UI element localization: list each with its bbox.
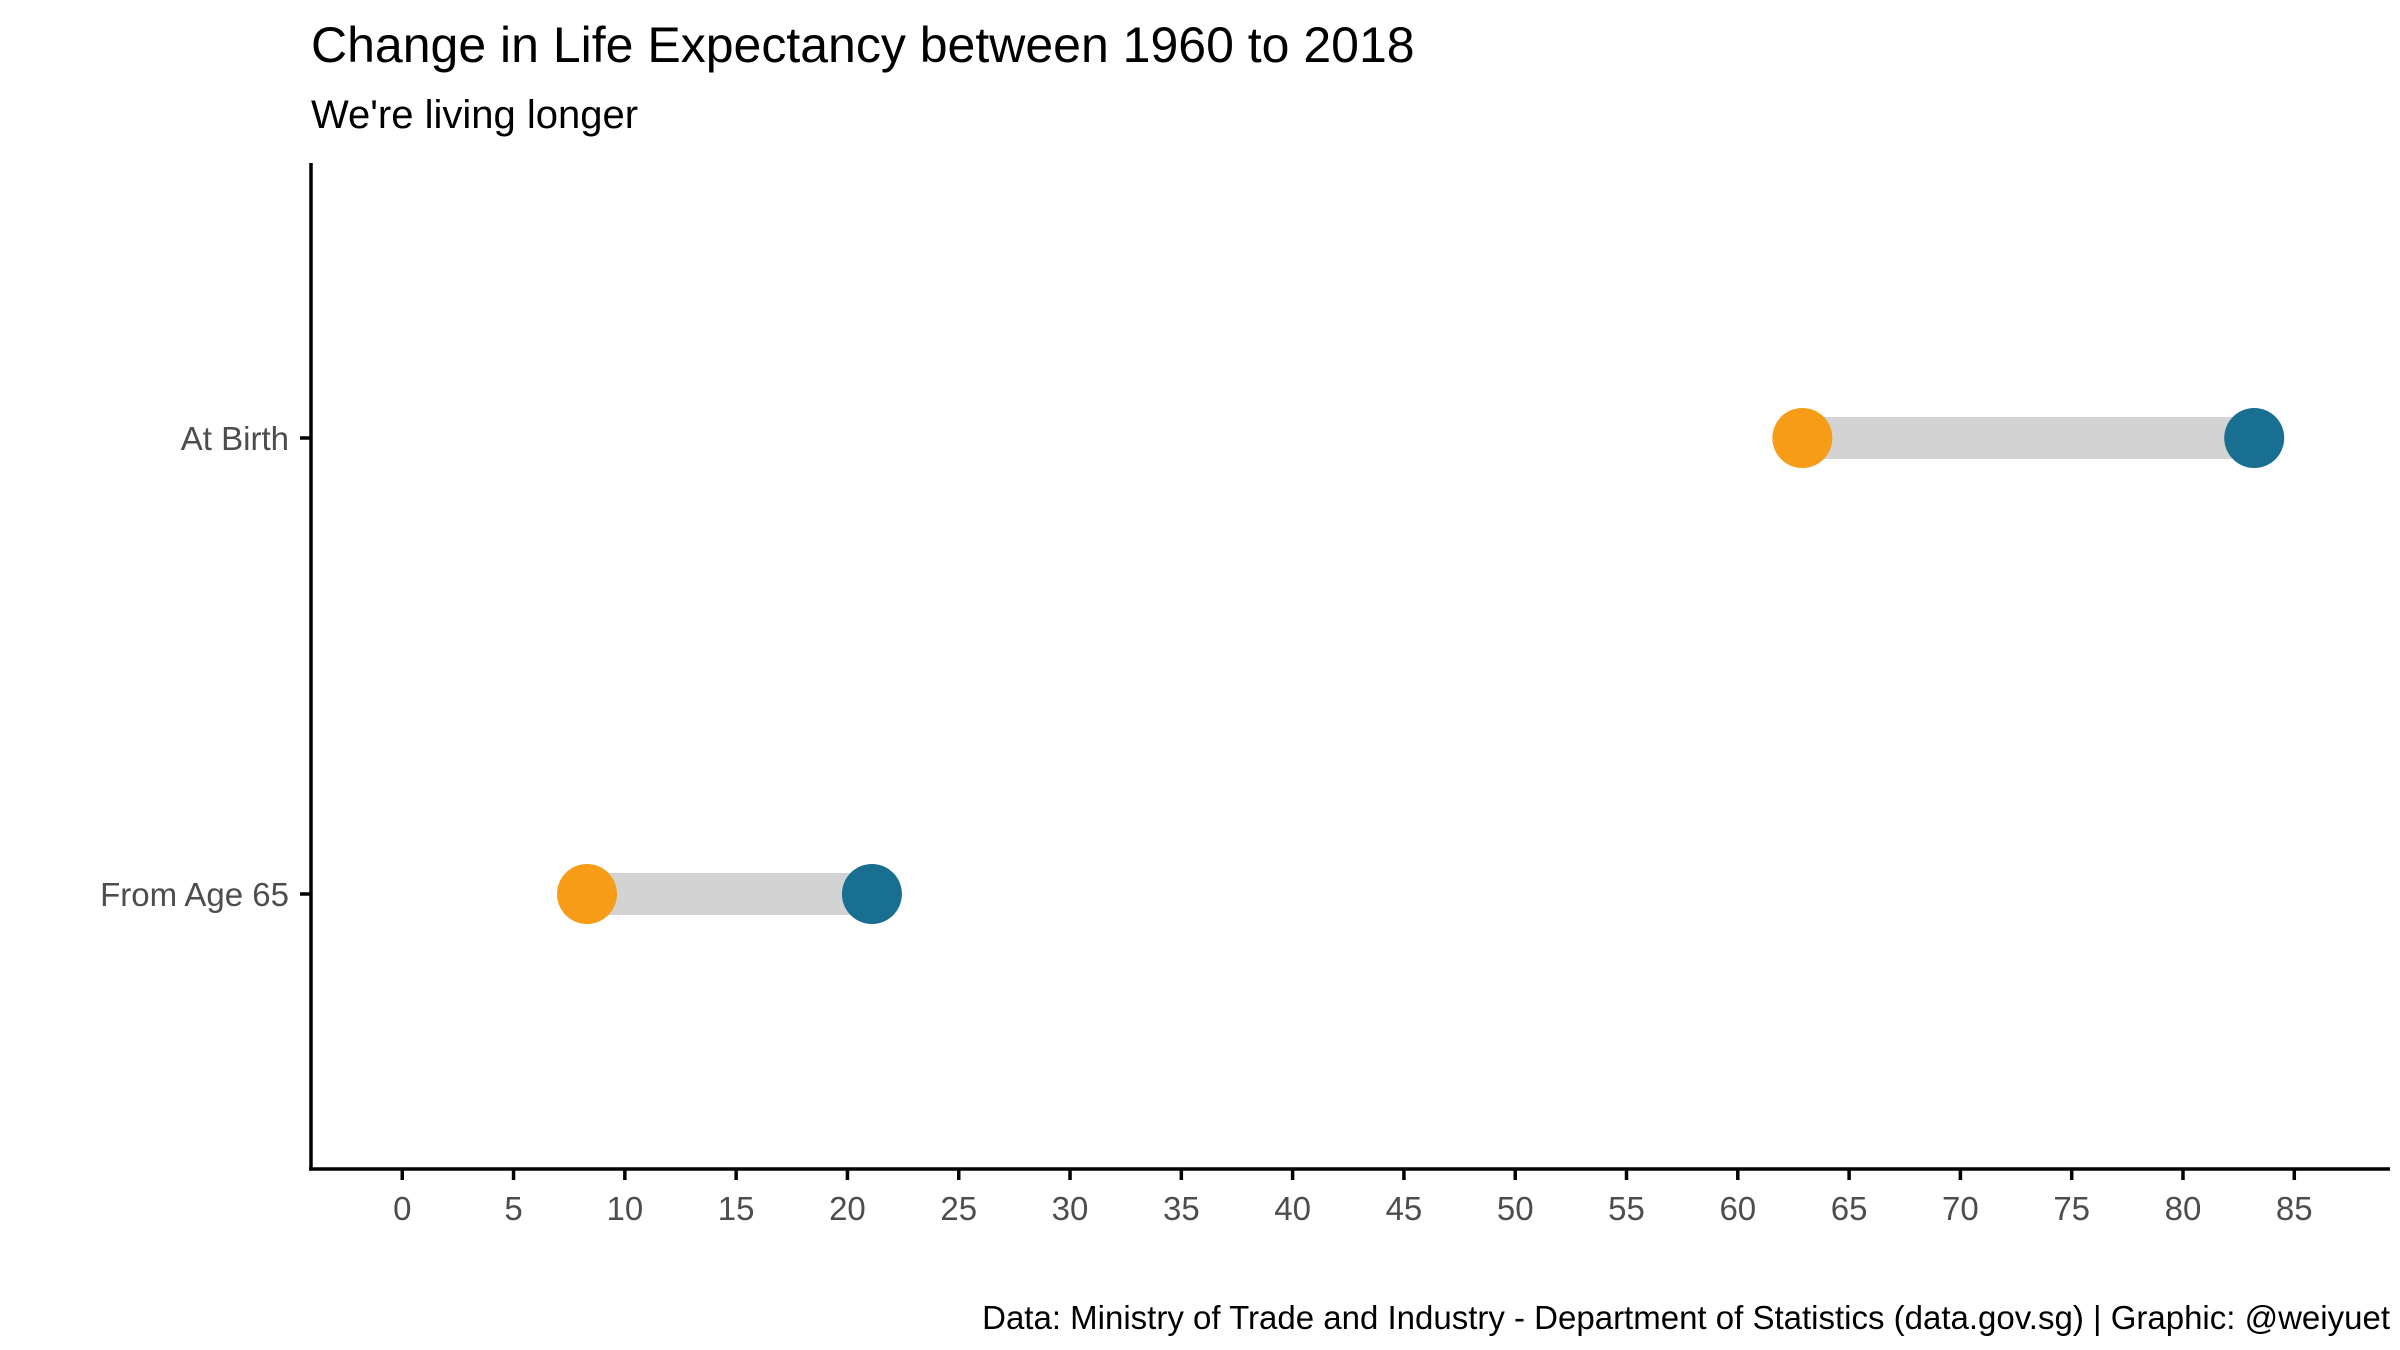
x-tick-label-60: 60 <box>1719 1190 1756 1227</box>
chart-caption: Data: Ministry of Trade and Industry - D… <box>982 1299 2390 1336</box>
x-tick-label-35: 35 <box>1163 1190 1200 1227</box>
x-tick-label-50: 50 <box>1497 1190 1534 1227</box>
y-tick-label-at-birth: At Birth <box>181 420 289 457</box>
chart-title: Change in Life Expectancy between 1960 t… <box>311 17 1415 73</box>
plot-area <box>557 408 2285 924</box>
chart-subtitle: We're living longer <box>311 93 638 137</box>
end-point-from-age-65 <box>841 864 902 924</box>
x-tick-label-30: 30 <box>1052 1190 1089 1227</box>
axes: At Birth From Age 65 0 5 10 15 20 25 30 35 40 45 50 5… <box>100 420 2313 1227</box>
x-tick-label-25: 25 <box>940 1190 977 1227</box>
x-tick-label-55: 55 <box>1608 1190 1645 1227</box>
y-tick-label-from-age-65: From Age 65 <box>100 876 289 913</box>
x-tick-label-0: 0 <box>393 1190 411 1227</box>
x-tick-label-5: 5 <box>504 1190 522 1227</box>
x-tick-label-45: 45 <box>1386 1190 1423 1227</box>
x-tick-label-15: 15 <box>718 1190 755 1227</box>
x-tick-label-10: 10 <box>606 1190 643 1227</box>
x-tick-label-40: 40 <box>1274 1190 1311 1227</box>
start-point-at-birth <box>1772 408 1833 468</box>
x-tick-label-75: 75 <box>2053 1190 2090 1227</box>
end-point-at-birth <box>2224 408 2285 468</box>
start-point-from-age-65 <box>557 864 618 924</box>
x-tick-label-20: 20 <box>829 1190 866 1227</box>
x-tick-label-65: 65 <box>1831 1190 1868 1227</box>
x-tick-label-70: 70 <box>1942 1190 1979 1227</box>
x-tick-label-85: 85 <box>2276 1190 2313 1227</box>
x-tick-label-80: 80 <box>2165 1190 2202 1227</box>
